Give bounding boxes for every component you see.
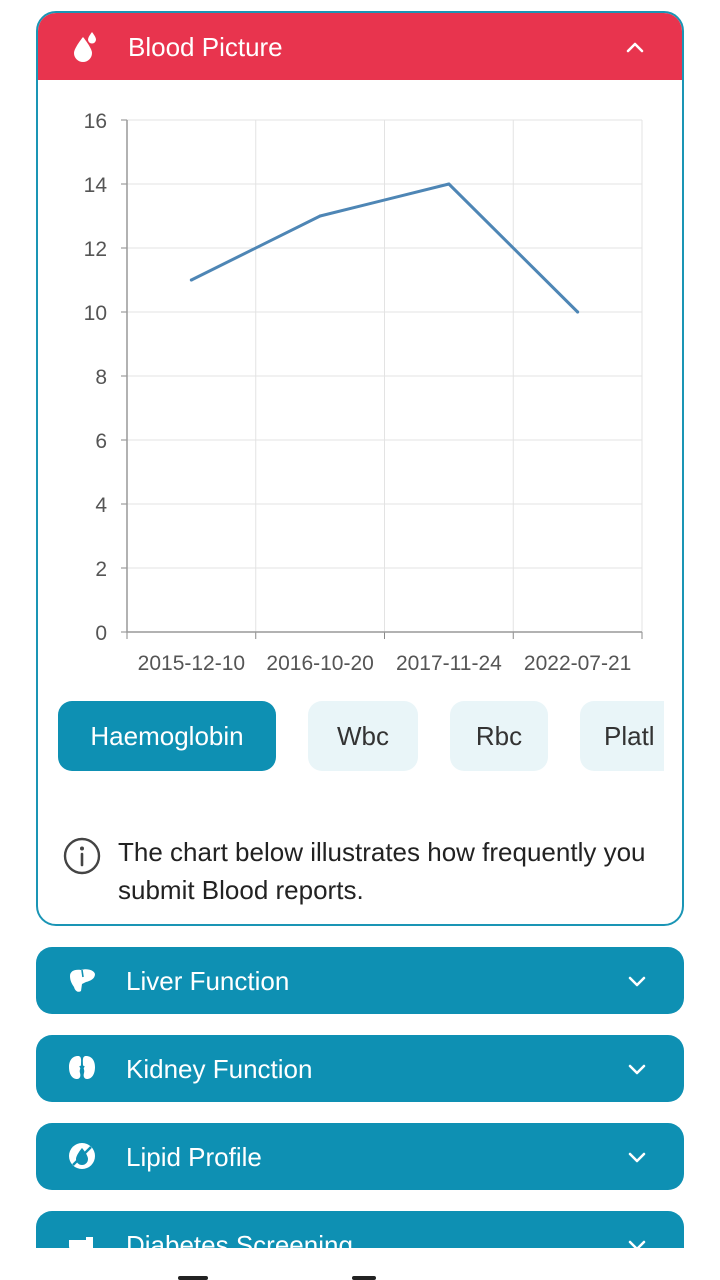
test-pill-rbc[interactable]: Rbc [450,701,548,771]
lipid-profile-section[interactable]: Lipid Profile [36,1123,684,1190]
kidney-function-section[interactable]: Kidney Function [36,1035,684,1102]
y-tick-label: 0 [95,622,107,645]
y-tick-label: 14 [84,174,108,197]
blood-picture-title: Blood Picture [128,32,283,62]
x-tick-label: 2022-07-21 [524,652,631,675]
x-tick-label: 2017-11-24 [396,652,502,675]
data-point [318,214,322,218]
y-tick-label: 4 [95,494,107,517]
x-tick-label: 2016-10-20 [266,652,373,675]
x-tick-label: 2015-12-10 [138,652,245,675]
y-tick-label: 12 [84,238,107,261]
bottom-fade [0,1248,720,1280]
liver-function-section[interactable]: Liver Function [36,947,684,1014]
blood-picture-card: Blood Picture 0 2 4 6 8 10 12 14 16 2015-12-10 201… [36,11,684,926]
kidney-function-title: Kidney Function [126,1054,313,1084]
chevron-down-icon[interactable] [626,1147,648,1167]
bottom-nav-mark [178,1276,208,1280]
y-tick-label: 6 [95,430,107,453]
y-tick-label: 10 [84,302,107,325]
liver-function-title: Liver Function [126,966,290,996]
chevron-down-icon[interactable] [626,971,648,991]
test-selector: Haemoglobin Wbc Rbc Platl [58,701,664,775]
test-pill-haemoglobin[interactable]: Haemoglobin [58,701,276,771]
info-icon [63,837,101,875]
test-pill-wbc[interactable]: Wbc [308,701,418,771]
data-point [576,310,580,314]
series-line [189,182,580,314]
liver-icon [70,969,95,992]
haemoglobin-line-chart: 0 2 4 6 8 10 12 14 16 2015-12-10 2016-10-20 2017-11… [84,110,643,675]
info-text: The chart below illustrates how frequent… [118,837,646,905]
y-tick-label: 16 [84,110,107,133]
lipid-profile-title: Lipid Profile [126,1142,262,1172]
y-tick-label: 8 [95,366,107,389]
y-tick-label: 2 [95,558,107,581]
chevron-down-icon[interactable] [626,1059,648,1079]
data-point [189,278,193,282]
kidney-icon [69,1056,95,1081]
chevron-up-icon[interactable] [624,37,646,57]
test-pill-platelets[interactable]: Platl [580,701,664,771]
bottom-nav-mark [352,1276,376,1280]
lipid-icon [69,1143,95,1169]
data-point [447,182,451,186]
blood-picture-header[interactable]: Blood Picture [38,13,682,80]
blood-drop-icon [74,32,96,62]
